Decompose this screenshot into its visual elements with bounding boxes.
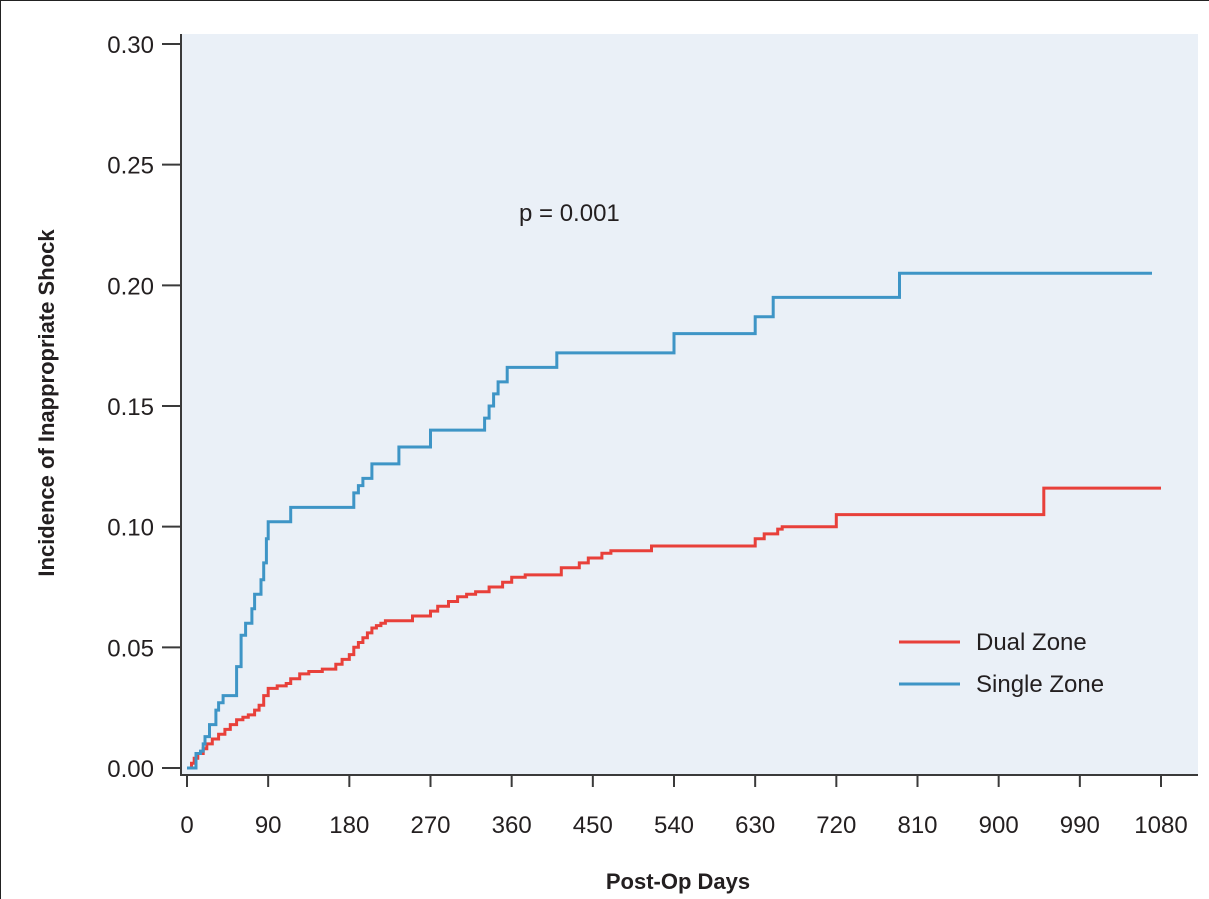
x-tick-label: 1080 <box>1134 812 1187 839</box>
x-tick-label: 810 <box>897 812 937 839</box>
x-tick-label: 540 <box>654 812 694 839</box>
series-line-single-zone <box>187 271 1152 770</box>
y-tick-label: 0.05 <box>107 635 154 662</box>
x-tick-label: 990 <box>1060 812 1100 839</box>
x-tick-label: 900 <box>979 812 1019 839</box>
y-tick-label: 0.15 <box>107 394 154 421</box>
legend-label-single-zone: Single Zone <box>976 671 1104 698</box>
legend-label-dual-zone: Dual Zone <box>976 629 1087 656</box>
x-tick-label: 720 <box>816 812 856 839</box>
x-tick-label: 360 <box>492 812 532 839</box>
y-ticks: 0.00 0.05 0.10 0.15 0.20 0.25 0.30 <box>107 32 181 783</box>
x-axis-label: Post-Op Days <box>606 869 750 894</box>
series-line-dual-zone <box>187 486 1161 770</box>
y-tick-label: 0.00 <box>107 756 154 783</box>
frame-top-border <box>0 0 1209 1</box>
series-layer <box>187 271 1161 770</box>
y-tick-label: 0.10 <box>107 515 154 542</box>
x-tick-label: 450 <box>573 812 613 839</box>
x-tick-label: 180 <box>329 812 369 839</box>
frame-left-border <box>0 0 1 899</box>
x-tick-label: 90 <box>255 812 282 839</box>
x-tick-label: 270 <box>410 812 450 839</box>
x-tick-label: 0 <box>180 812 193 839</box>
p-value-annotation: p = 0.001 <box>519 200 620 227</box>
legend: Dual Zone Single Zone <box>899 629 1104 698</box>
plot-background <box>181 34 1198 774</box>
y-tick-label: 0.20 <box>107 273 154 300</box>
y-axis-label: Incidence of Inappropriate Shock <box>34 229 59 577</box>
x-ticks: 0 90 180 270 360 450 540 630 720 810 900 990 1080 <box>180 775 1188 839</box>
y-tick-label: 0.25 <box>107 153 154 180</box>
x-tick-label: 630 <box>735 812 775 839</box>
y-tick-label: 0.30 <box>107 32 154 59</box>
